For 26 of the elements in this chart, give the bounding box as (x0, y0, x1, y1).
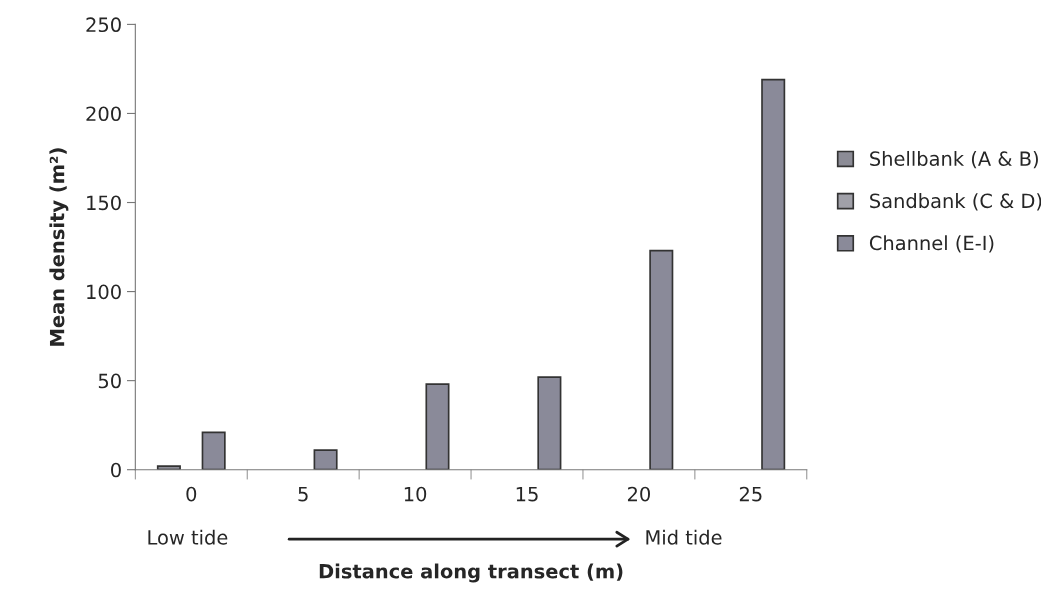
bar (761, 78, 786, 470)
y-axis-title: Mean density (m²) (49, 148, 69, 346)
y-tick-label: 100 (87, 284, 121, 300)
x-axis-title: Distance along transect (m) (319, 563, 623, 583)
y-tick-label: 150 (87, 195, 121, 211)
bar (313, 449, 338, 470)
bar (537, 376, 562, 470)
legend-label: Channel (E-I) (869, 235, 994, 253)
text: Mid tide (646, 529, 722, 545)
legend-label: Shellbank (A & B) (870, 150, 1038, 169)
bar (201, 431, 226, 470)
x-tick-label: 10 (404, 486, 427, 502)
y-tick-label: 50 (98, 373, 121, 389)
x-tick-label: 25 (739, 486, 762, 502)
y-tick-label: 200 (86, 106, 121, 122)
bar (156, 465, 181, 470)
x-tick-label: 0 (186, 486, 197, 502)
x-tick-label: 20 (627, 486, 650, 502)
x-tick-label: 15 (516, 486, 538, 502)
y-tick-label: 250 (86, 17, 121, 33)
y-tick-label: 0 (111, 462, 121, 478)
bar (425, 383, 450, 470)
bar (649, 249, 674, 470)
text: Low tide (148, 529, 228, 545)
legend-label: Sandbank (C & D) (870, 193, 1041, 211)
x-tick-label: 5 (298, 486, 308, 502)
